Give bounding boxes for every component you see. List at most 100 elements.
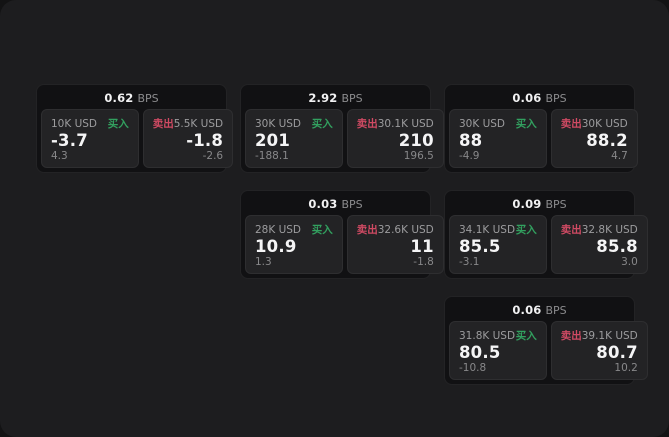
sell-side-label: 卖出 (152, 118, 174, 130)
quote-tiles: 34.1K USD 买入 85.5 -3.1 卖出 32.8K USD 85.8… (449, 215, 648, 274)
sell-side-label: 卖出 (356, 224, 378, 236)
sell-delta: 4.7 (611, 149, 628, 162)
quote-card: 0.09 BPS 34.1K USD 买入 85.5 -3.1 卖出 32.8K… (444, 190, 648, 279)
spread-value: 2.92 (308, 91, 338, 105)
buy-size-label: 28K USD (255, 223, 302, 236)
buy-delta: -4.9 (459, 149, 480, 162)
spread-value: 0.03 (308, 197, 338, 211)
spread-header: 0.06 BPS (449, 89, 630, 109)
buy-size-label: 34.1K USD (459, 223, 516, 236)
buy-tile-header: 30K USD 买入 (459, 116, 537, 131)
buy-side-label: 买入 (107, 118, 129, 130)
spread-unit-label: BPS (545, 197, 567, 211)
spread-header: 0.06 BPS (449, 301, 630, 321)
buy-delta: -188.1 (255, 149, 289, 162)
sell-tile-header: 卖出 39.1K USD (561, 328, 638, 343)
buy-delta: -10.8 (459, 361, 487, 374)
sell-delta: 3.0 (621, 255, 638, 268)
buy-tile-header: 30K USD 买入 (255, 116, 333, 131)
quote-card: 0.06 BPS 30K USD 买入 88 -4.9 卖出 30K USD 8… (444, 84, 638, 173)
sell-quote-tile[interactable]: 卖出 39.1K USD 80.7 10.2 (550, 321, 648, 380)
spread-header: 2.92 BPS (245, 89, 426, 109)
sell-price: 80.7 (596, 342, 638, 362)
quote-tiles: 31.8K USD 买入 80.5 -10.8 卖出 39.1K USD 80.… (449, 321, 648, 380)
buy-size-label: 30K USD (255, 117, 302, 130)
quote-tiles: 28K USD 买入 10.9 1.3 卖出 32.6K USD 11 -1.8 (245, 215, 444, 274)
spread-value: 0.09 (512, 197, 542, 211)
sell-quote-tile[interactable]: 卖出 30K USD 88.2 4.7 (550, 109, 638, 168)
quote-card: 0.62 BPS 10K USD 买入 -3.7 4.3 卖出 5.5K USD… (36, 84, 234, 173)
buy-price: 88 (459, 130, 483, 150)
buy-quote-tile[interactable]: 28K USD 买入 10.9 1.3 (245, 215, 343, 274)
sell-delta: 196.5 (403, 149, 434, 162)
buy-price: 80.5 (459, 342, 501, 362)
sell-side-label: 卖出 (560, 224, 582, 236)
buy-quote-tile[interactable]: 30K USD 买入 201 -188.1 (245, 109, 343, 168)
sell-size-label: 30.1K USD (377, 117, 434, 130)
sell-price: -1.8 (186, 130, 224, 150)
sell-quote-tile[interactable]: 卖出 30.1K USD 210 196.5 (346, 109, 444, 168)
sell-quote-tile[interactable]: 卖出 32.8K USD 85.8 3.0 (550, 215, 648, 274)
sell-size-label: 32.6K USD (377, 223, 434, 236)
sell-tile-header: 卖出 32.8K USD (561, 222, 638, 237)
sell-price: 11 (410, 236, 434, 256)
buy-quote-tile[interactable]: 10K USD 买入 -3.7 4.3 (41, 109, 139, 168)
sell-side-label: 卖出 (560, 330, 582, 342)
sell-tile-header: 卖出 30.1K USD (357, 116, 434, 131)
buy-side-label: 买入 (515, 118, 537, 130)
spread-value: 0.62 (104, 91, 134, 105)
buy-side-label: 买入 (311, 224, 333, 236)
spread-unit-label: BPS (545, 91, 567, 105)
buy-delta: 1.3 (255, 255, 272, 268)
sell-size-label: 39.1K USD (581, 329, 638, 342)
buy-quote-tile[interactable]: 31.8K USD 买入 80.5 -10.8 (449, 321, 547, 380)
buy-price: -3.7 (51, 130, 88, 150)
quote-card: 0.03 BPS 28K USD 买入 10.9 1.3 卖出 32.6K US… (240, 190, 444, 279)
sell-tile-header: 卖出 32.6K USD (357, 222, 434, 237)
quote-card: 0.06 BPS 31.8K USD 买入 80.5 -10.8 卖出 39.1… (444, 296, 648, 385)
quote-tiles: 30K USD 买入 201 -188.1 卖出 30.1K USD 210 1… (245, 109, 444, 168)
sell-quote-tile[interactable]: 卖出 32.6K USD 11 -1.8 (346, 215, 444, 274)
buy-quote-tile[interactable]: 34.1K USD 买入 85.5 -3.1 (449, 215, 547, 274)
buy-tile-header: 34.1K USD 买入 (459, 222, 537, 237)
quote-tiles: 10K USD 买入 -3.7 4.3 卖出 5.5K USD -1.8 -2.… (41, 109, 234, 168)
sell-side-label: 卖出 (356, 118, 378, 130)
spread-value: 0.06 (512, 91, 542, 105)
buy-tile-header: 10K USD 买入 (51, 116, 129, 131)
sell-delta: 10.2 (614, 361, 638, 374)
buy-size-label: 30K USD (459, 117, 506, 130)
spread-unit-label: BPS (545, 303, 567, 317)
sell-delta: -2.6 (202, 149, 224, 162)
spread-unit-label: BPS (341, 197, 363, 211)
buy-side-label: 买入 (311, 118, 333, 130)
buy-size-label: 31.8K USD (459, 329, 516, 342)
buy-price: 85.5 (459, 236, 501, 256)
spread-header: 0.62 BPS (41, 89, 222, 109)
sell-size-label: 5.5K USD (173, 117, 224, 130)
spread-header: 0.03 BPS (245, 195, 426, 215)
sell-price: 85.8 (596, 236, 638, 256)
buy-tile-header: 31.8K USD 买入 (459, 328, 537, 343)
buy-delta: 4.3 (51, 149, 68, 162)
buy-price: 201 (255, 130, 291, 150)
sell-side-label: 卖出 (560, 118, 582, 130)
buy-tile-header: 28K USD 买入 (255, 222, 333, 237)
buy-size-label: 10K USD (51, 117, 98, 130)
spread-unit-label: BPS (341, 91, 363, 105)
spread-header: 0.09 BPS (449, 195, 630, 215)
buy-quote-tile[interactable]: 30K USD 买入 88 -4.9 (449, 109, 547, 168)
sell-size-label: 32.8K USD (581, 223, 638, 236)
sell-tile-header: 卖出 5.5K USD (153, 116, 223, 131)
buy-price: 10.9 (255, 236, 297, 256)
sell-price: 88.2 (586, 130, 628, 150)
sell-tile-header: 卖出 30K USD (561, 116, 628, 131)
sell-price: 210 (398, 130, 434, 150)
spread-value: 0.06 (512, 303, 542, 317)
buy-side-label: 买入 (515, 224, 537, 236)
sell-quote-tile[interactable]: 卖出 5.5K USD -1.8 -2.6 (142, 109, 234, 168)
quote-card: 2.92 BPS 30K USD 买入 201 -188.1 卖出 30.1K … (240, 84, 444, 173)
buy-delta: -3.1 (459, 255, 480, 268)
quote-tiles: 30K USD 买入 88 -4.9 卖出 30K USD 88.2 4.7 (449, 109, 638, 168)
sell-delta: -1.8 (413, 255, 434, 268)
